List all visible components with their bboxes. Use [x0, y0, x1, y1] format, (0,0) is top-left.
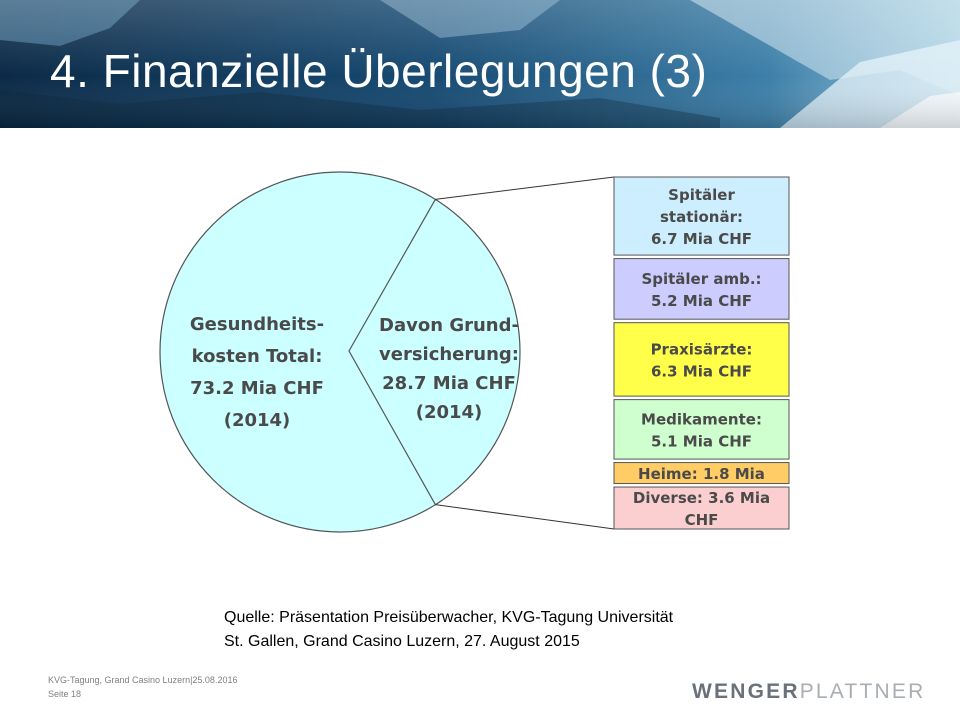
breakdown-label-line: 5.2 Mia CHF: [651, 292, 752, 310]
header-banner: 4. Finanzielle Überlegungen (3): [0, 0, 960, 128]
breakdown-label-line: Spitäler amb.:: [641, 270, 761, 288]
connector-line-top: [435, 176, 615, 200]
breakdown-box-fill: [613, 486, 790, 530]
breakdown-label-line: stationär:: [660, 208, 743, 226]
footer-page-number: Seite 18: [48, 689, 82, 699]
breakdown-box-fill: [613, 399, 790, 460]
basic-insurance-label-line: versicherung:: [379, 344, 519, 365]
breakdown-box-fill: [613, 322, 790, 397]
source-line-2: St. Gallen, Grand Casino Luzern, 27. Aug…: [224, 633, 580, 650]
breakdown-label: Spitäler amb.: 5.2 Mia CHF: [641, 270, 761, 310]
total-cost-label-line: 73.2 Mia CHF: [190, 378, 324, 399]
breakdown-label: Heime: 1.8 Mia: [638, 465, 765, 483]
logo-plattner: PLATTNER: [799, 680, 926, 703]
total-cost-circle: [159, 171, 521, 533]
footer-event: KVG-Tagung, Grand Casino Luzern|25.08.20…: [48, 675, 238, 685]
breakdown-box: Heime: 1.8 Mia: [613, 462, 790, 485]
total-cost-label-line: (2014): [224, 410, 291, 431]
basic-insurance-label-line: Davon Grund-: [379, 315, 519, 336]
breakdown-box: Spitäler amb.: 5.2 Mia CHF: [613, 258, 790, 320]
total-cost-label-line: Gesundheits-: [190, 314, 324, 335]
logo-wenger: WENGER: [692, 680, 800, 703]
breakdown-box-fill: [613, 258, 790, 320]
connector-line-bottom: [435, 504, 615, 530]
breakdown-box: Medikamente: 5.1 Mia CHF: [613, 399, 790, 460]
breakdown-label-line: Heime: 1.8 Mia: [638, 465, 765, 483]
glacier-background: [0, 0, 960, 128]
breakdown-label-line: 5.1 Mia CHF: [651, 432, 752, 450]
basic-insurance-label-line: (2014): [416, 402, 483, 423]
breakdown-label-line: Medikamente:: [641, 410, 762, 428]
breakdown-box: Spitäler stationär: 6.7 Mia CHF: [613, 176, 790, 256]
breakdown-box: Diverse: 3.6 Mia CHF: [613, 486, 790, 530]
company-logo: WENGERPLATTNER: [692, 680, 925, 704]
source-line-1: Quelle: Präsentation Preisüberwacher, KV…: [224, 609, 674, 626]
breakdown-label-line: 6.3 Mia CHF: [651, 362, 752, 380]
breakdown-label-line: Diverse: 3.6 Mia: [633, 489, 770, 507]
basic-insurance-label: Davon Grund-versicherung: 28.7 Mia CHF (20…: [379, 315, 519, 423]
total-cost-label-line: kosten Total:: [192, 346, 323, 367]
breakdown-label: Medikamente: 5.1 Mia CHF: [641, 410, 762, 450]
basic-insurance-slice-border: [348, 199, 436, 505]
breakdown-label-line: Spitäler: [668, 186, 735, 204]
breakdown-label: Praxisärzte: 6.3 Mia CHF: [651, 340, 753, 380]
basic-insurance-label-line: 28.7 Mia CHF: [382, 373, 516, 394]
footer: KVG-Tagung, Grand Casino Luzern|25.08.20…: [48, 673, 237, 701]
breakdown-label: Spitäler stationär: 6.7 Mia CHF: [651, 186, 752, 248]
breakdown-box-fill: [613, 176, 790, 256]
breakdown-box: Praxisärzte: 6.3 Mia CHF: [613, 322, 790, 397]
breakdown-label-line: 6.7 Mia CHF: [651, 230, 752, 248]
breakdown-label: Diverse: 3.6 Mia CHF: [633, 489, 770, 529]
slide-title: 4. Finanzielle Überlegungen (3): [50, 45, 708, 97]
breakdown-label-line: CHF: [685, 511, 719, 529]
source-citation: Quelle: Präsentation Preisüberwacher, KV…: [224, 606, 673, 654]
breakdown-box-fill: [613, 462, 790, 485]
total-cost-label: Gesundheits-kosten Total: 73.2 Mia CHF (20…: [190, 314, 324, 431]
breakdown-label-line: Praxisärzte:: [651, 340, 753, 358]
